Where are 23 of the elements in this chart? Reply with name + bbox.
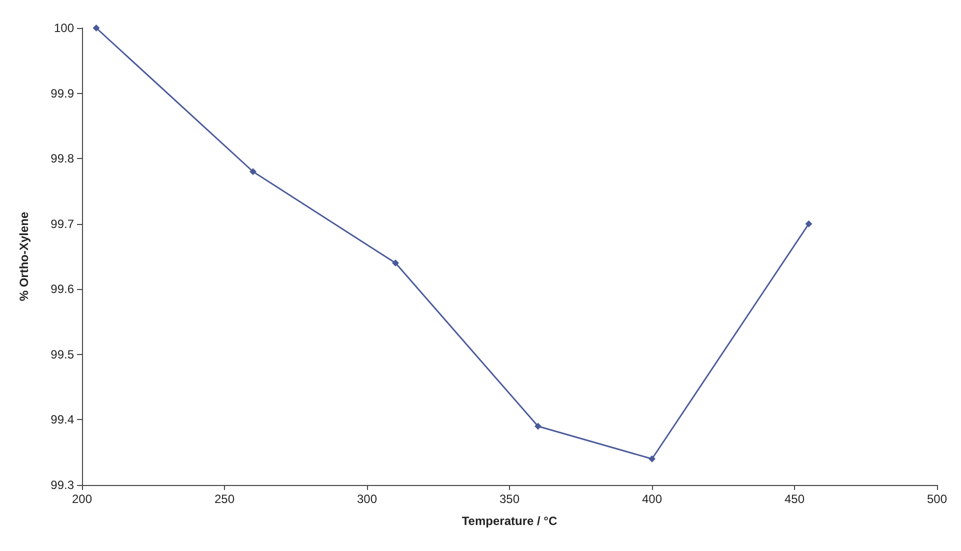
x-tick-label: 400 (642, 492, 662, 506)
point (534, 422, 542, 430)
y-tick-label: 100 (54, 21, 74, 35)
point (92, 24, 100, 32)
point (250, 168, 256, 176)
x-tick-label: 500 (926, 492, 948, 506)
point (805, 220, 812, 228)
x-tick-label: 450 (784, 492, 805, 506)
point (648, 455, 656, 462)
x-tick-label: 350 (499, 492, 520, 506)
y-tick-label: 99.6 (50, 282, 74, 296)
y-axis-title: % Ortho-Xylene (17, 212, 31, 302)
point (392, 260, 399, 267)
x-tick-label: 250 (214, 492, 235, 506)
y-tick-label: 99.4 (50, 412, 74, 427)
x-axis-title: Temperature / °C (462, 514, 558, 528)
y-tick-label: 99.5 (50, 347, 74, 362)
x-tick-label: 200 (72, 492, 92, 506)
y-tick-label: 99.7 (50, 216, 74, 231)
y-tick-label: 99.9 (50, 86, 74, 100)
y-tick-label: 99.3 (50, 478, 74, 492)
y-tick-label: 99.8 (50, 152, 74, 166)
x-tick-label: 300 (356, 492, 378, 506)
